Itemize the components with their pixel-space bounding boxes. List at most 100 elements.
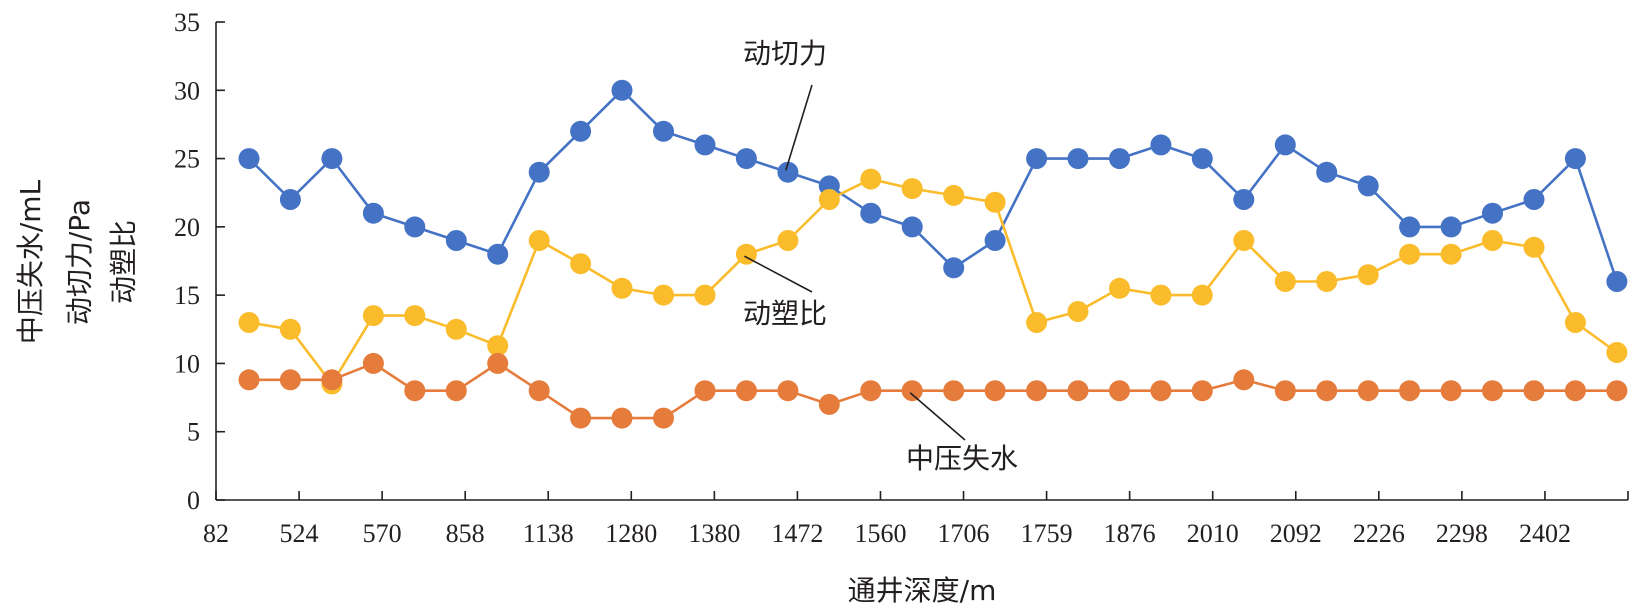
data-point — [362, 352, 384, 374]
data-point — [777, 161, 799, 183]
data-point — [653, 120, 674, 142]
y-tick-label: 25 — [174, 145, 200, 174]
data-point — [1316, 380, 1338, 402]
x-tick-label: 1138 — [523, 519, 574, 548]
data-point — [1482, 202, 1503, 224]
data-point — [1606, 271, 1628, 292]
data-point — [362, 305, 384, 327]
data-point — [901, 178, 923, 200]
data-point — [611, 79, 633, 101]
data-point — [694, 284, 716, 306]
data-point — [1109, 148, 1130, 170]
x-tick-label: 2010 — [1187, 519, 1239, 548]
data-point — [1026, 380, 1048, 402]
data-point — [570, 407, 592, 429]
annotation-label: 动切力 — [743, 37, 827, 70]
data-point — [279, 318, 301, 340]
series-2 — [238, 168, 1628, 395]
data-point — [1191, 380, 1213, 402]
y-tick-label: 5 — [187, 418, 200, 447]
x-tick-label: 1472 — [771, 519, 823, 548]
data-point — [860, 168, 882, 190]
data-point — [404, 216, 426, 238]
data-point — [984, 380, 1006, 402]
data-point — [1026, 148, 1048, 170]
data-point — [694, 380, 716, 402]
annotation-leader-line — [744, 255, 813, 293]
data-point — [1523, 189, 1545, 210]
data-point — [860, 202, 882, 224]
data-point — [404, 380, 426, 402]
data-point — [238, 312, 260, 333]
data-point — [818, 189, 840, 210]
x-tick-label: 82 — [203, 519, 229, 548]
data-point — [362, 202, 384, 224]
data-point — [1606, 380, 1628, 402]
annotation-leader-line — [785, 84, 813, 171]
data-point — [1274, 271, 1296, 292]
data-point — [1357, 380, 1379, 402]
y-ticks: 0 5 10 15 20 25 30 35 — [174, 8, 225, 515]
data-point — [611, 277, 633, 299]
data-point — [777, 230, 799, 251]
data-point — [1357, 175, 1379, 197]
x-tick-label: 570 — [363, 519, 402, 548]
data-point — [570, 120, 592, 142]
annotation-label: 中压失水 — [906, 442, 1018, 475]
x-tick-label: 1560 — [854, 519, 906, 548]
data-point — [943, 380, 965, 402]
x-tick-label: 1280 — [605, 519, 657, 548]
data-point — [777, 380, 799, 402]
y-tick-label: 10 — [174, 349, 200, 378]
data-point — [694, 134, 716, 156]
data-point — [1067, 380, 1089, 402]
x-ticks: 82 524 570 858 1138 1280 1380 1472 1560 1706 1759 1… — [203, 491, 1629, 548]
data-point — [321, 369, 343, 391]
data-point — [487, 243, 509, 265]
x-tick-label: 524 — [280, 519, 319, 548]
data-point — [1564, 312, 1586, 333]
data-point — [1067, 301, 1089, 322]
data-point — [1357, 264, 1379, 286]
series-1 — [238, 79, 1628, 292]
data-point — [1523, 380, 1545, 402]
x-tick-label: 1380 — [688, 519, 740, 548]
data-point — [653, 284, 674, 306]
data-point — [1150, 380, 1172, 402]
data-point — [901, 380, 923, 402]
data-point — [1150, 134, 1172, 156]
data-point — [1233, 369, 1255, 391]
x-tick-label: 1759 — [1021, 519, 1073, 548]
data-point — [818, 393, 840, 415]
data-point — [860, 380, 882, 402]
y-axis-title-line: 动切力/Pa — [63, 199, 96, 325]
series-line — [248, 89, 1619, 282]
data-point — [1150, 284, 1172, 306]
data-point — [1482, 230, 1503, 251]
data-point — [1274, 380, 1296, 402]
data-point — [653, 407, 674, 429]
data-point — [238, 148, 260, 170]
x-tick-label: 1876 — [1104, 519, 1156, 548]
y-axis-title-line: 中压失水/mL — [14, 179, 47, 344]
data-point — [445, 230, 467, 251]
data-point — [279, 189, 301, 210]
data-point — [1233, 230, 1255, 251]
data-point — [404, 305, 426, 327]
data-point — [1109, 277, 1130, 299]
data-point — [1440, 243, 1462, 265]
x-tick-label: 2298 — [1436, 519, 1488, 548]
data-point — [528, 161, 550, 183]
data-point — [1316, 161, 1338, 183]
y-axis-title: 中压失水/mL 动切力/Pa 动塑比 — [14, 179, 140, 344]
data-point — [570, 253, 592, 275]
data-point — [943, 184, 965, 206]
data-point — [1233, 189, 1255, 210]
data-point — [528, 230, 550, 251]
axes — [215, 22, 1628, 501]
x-axis-title: 通井深度/m — [848, 574, 997, 607]
data-point — [445, 380, 467, 402]
x-tick-label: 2402 — [1519, 519, 1571, 548]
data-point — [1191, 284, 1213, 306]
